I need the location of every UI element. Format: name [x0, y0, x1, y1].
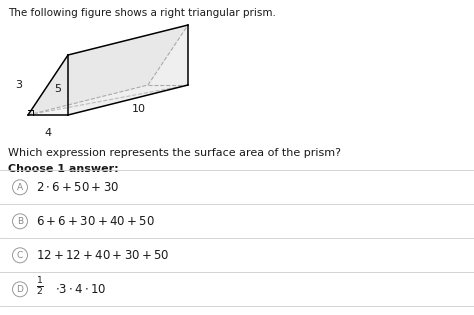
- Polygon shape: [28, 25, 188, 115]
- Text: 3: 3: [15, 80, 22, 90]
- Text: A: A: [17, 183, 23, 192]
- Text: $6 + 6 + 30 + 40 + 50$: $6 + 6 + 30 + 40 + 50$: [36, 215, 155, 228]
- Text: 10: 10: [132, 104, 146, 114]
- Text: The following figure shows a right triangular prism.: The following figure shows a right trian…: [8, 8, 276, 18]
- Text: 5: 5: [54, 84, 61, 94]
- Text: $\frac{1}{2}$: $\frac{1}{2}$: [36, 276, 44, 298]
- Polygon shape: [28, 85, 188, 115]
- Text: 4: 4: [45, 128, 52, 138]
- Text: D: D: [17, 285, 23, 294]
- Polygon shape: [68, 25, 188, 115]
- Text: $2 \cdot 6 + 50 + 30$: $2 \cdot 6 + 50 + 30$: [36, 181, 119, 194]
- Text: $12 + 12 + 40 + 30 + 50$: $12 + 12 + 40 + 30 + 50$: [36, 249, 170, 262]
- Text: Which expression represents the surface area of the prism?: Which expression represents the surface …: [8, 148, 341, 158]
- Text: Choose 1 answer:: Choose 1 answer:: [8, 164, 118, 174]
- Text: B: B: [17, 217, 23, 226]
- Text: C: C: [17, 251, 23, 260]
- Text: $\cdot 3 \cdot 4 \cdot 10$: $\cdot 3 \cdot 4 \cdot 10$: [55, 283, 107, 296]
